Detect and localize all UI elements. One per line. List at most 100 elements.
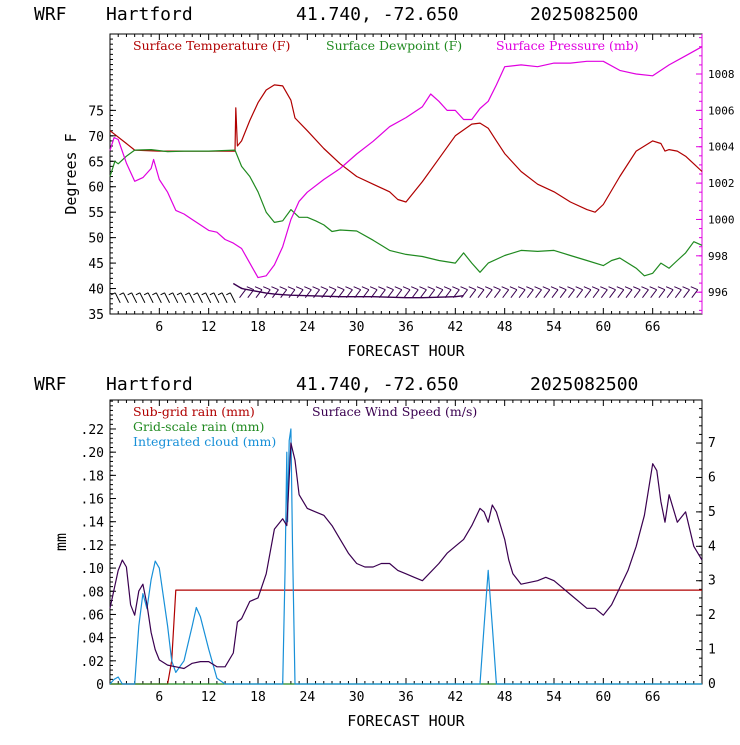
wind-barb — [193, 292, 203, 304]
y-tick-label: 75 — [88, 104, 104, 119]
y2-tick-label: 7 — [708, 436, 716, 451]
wind-barb — [674, 286, 682, 299]
wind-barb — [217, 292, 228, 304]
y-tick-label: 60 — [88, 181, 104, 196]
y-tick-label: 40 — [88, 283, 104, 298]
y2-tick-label: 5 — [708, 505, 716, 520]
y-tick-label: .14 — [81, 516, 105, 531]
y2-tick-label: 1002 — [708, 177, 735, 190]
bottom-x-axis-label: FORECAST HOUR — [347, 712, 465, 730]
wind-barb — [608, 286, 616, 299]
top-plot-frame — [109, 33, 703, 315]
wind-barb — [378, 286, 386, 299]
wind-barb — [135, 292, 146, 304]
wind-barb — [690, 286, 699, 299]
wind-barb — [633, 286, 641, 299]
y2-tick-label: 1006 — [708, 104, 735, 117]
wind-barb — [616, 286, 625, 299]
wind-barb — [304, 286, 312, 299]
wind-barb — [226, 292, 236, 304]
wind-barb — [559, 286, 567, 299]
x-tick-label: 48 — [497, 690, 513, 705]
wind-barb — [176, 292, 187, 304]
wind-barb — [209, 292, 220, 304]
wind-barb — [567, 286, 575, 299]
top-title-station: Hartford — [106, 4, 193, 25]
wind-barb — [591, 286, 600, 299]
y-tick-label: 45 — [88, 257, 104, 272]
y-tick-label: .08 — [81, 585, 104, 600]
y-tick-label: .22 — [81, 423, 104, 438]
wind-barb — [665, 286, 674, 299]
wind-barb — [485, 286, 493, 299]
wind-barb — [369, 286, 378, 299]
wind-speed-trace — [232, 282, 464, 299]
y-tick-label: .06 — [81, 608, 104, 623]
wind-barb — [575, 286, 584, 299]
wind-barb — [160, 292, 171, 304]
legend-surface-pressure: Surface Pressure (mb) — [496, 38, 639, 53]
wind-barb — [534, 286, 542, 299]
bottom-panel: WRF Hartford 41.740, -72.650 2025082500 … — [34, 374, 716, 730]
x-tick-label: 42 — [448, 320, 464, 335]
wind-barb — [509, 286, 518, 299]
bottom-y-axis-label: mm — [52, 533, 70, 551]
wind-barb — [238, 286, 246, 299]
wind-barb — [287, 286, 296, 299]
y-tick-label: .02 — [81, 655, 104, 670]
y2-tick-label: 1000 — [708, 213, 735, 226]
top-x-axis-label: FORECAST HOUR — [347, 342, 465, 360]
x-tick-label: 36 — [398, 320, 414, 335]
y2-tick-label: 996 — [708, 286, 728, 299]
wind-barb — [353, 286, 362, 299]
x-tick-label: 18 — [250, 690, 266, 705]
x-tick-label: 18 — [250, 320, 266, 335]
bottom-title-model: WRF — [34, 374, 67, 395]
series-line-sub-grid-rain — [110, 589, 702, 685]
wind-barb — [583, 286, 592, 299]
y2-tick-label: 6 — [708, 470, 716, 485]
x-tick-label: 12 — [201, 320, 217, 335]
wind-barb — [345, 286, 353, 299]
x-tick-label: 66 — [645, 320, 661, 335]
y-tick-label: 0 — [96, 678, 104, 693]
x-tick-label: 54 — [546, 690, 562, 705]
top-y-ticks: 35 40 45 50 55 60 65 70 75 — [88, 33, 116, 323]
wind-barb — [550, 286, 559, 299]
y2-tick-label: 0 — [708, 677, 716, 692]
bottom-title-station: Hartford — [106, 374, 193, 395]
legend-surface-wind-speed: Surface Wind Speed (m/s) — [312, 404, 477, 419]
wind-barb — [246, 286, 255, 299]
bottom-title-run: 2025082500 — [530, 374, 638, 395]
y-tick-label: 65 — [88, 155, 104, 170]
wind-barb — [263, 286, 271, 299]
x-tick-label: 12 — [201, 690, 217, 705]
wind-barb — [517, 286, 526, 299]
y-tick-label: .12 — [81, 539, 104, 554]
y-tick-label: .04 — [81, 632, 105, 647]
wind-barb — [110, 292, 121, 304]
bottom-y2-ticks: 0 1 2 3 4 5 6 7 — [696, 399, 716, 692]
wind-barb — [127, 292, 138, 304]
y2-tick-label: 1004 — [708, 141, 735, 154]
wind-barb — [295, 286, 304, 299]
wind-barb — [402, 286, 411, 299]
y2-tick-label: 3 — [708, 574, 716, 589]
wind-barb — [411, 286, 419, 299]
wind-barb — [600, 286, 608, 299]
wind-barb — [337, 286, 345, 299]
wind-barb — [279, 286, 288, 299]
x-tick-label: 54 — [546, 320, 562, 335]
series-line-surface-wind-speed — [109, 442, 703, 670]
wind-barb — [119, 292, 129, 304]
wind-barb — [312, 286, 320, 299]
x-tick-label: 36 — [398, 690, 414, 705]
wind-barb — [443, 286, 452, 299]
x-tick-label: 24 — [300, 320, 316, 335]
wind-barb — [328, 286, 337, 299]
wind-barb — [386, 286, 394, 299]
x-tick-label: 48 — [497, 320, 513, 335]
top-series-lines — [109, 46, 703, 279]
wind-barb — [152, 292, 162, 304]
